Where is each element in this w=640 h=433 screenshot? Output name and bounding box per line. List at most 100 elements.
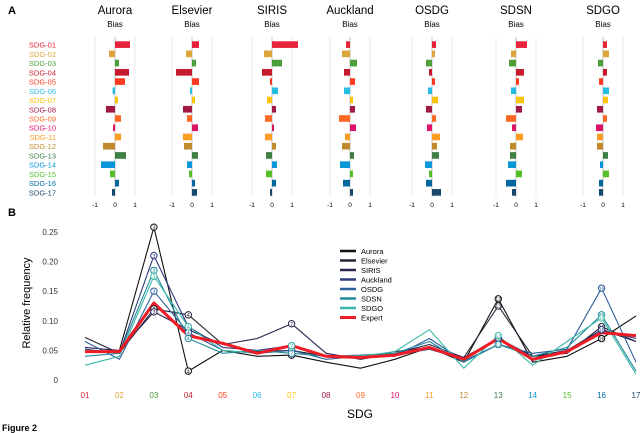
bias-bar — [508, 161, 516, 169]
bias-bar — [192, 59, 196, 67]
peak-marker — [597, 334, 606, 343]
x-axis-label: SDG — [347, 407, 373, 421]
legend-entry: SIRIS — [361, 266, 381, 275]
bias-bar — [599, 78, 603, 85]
x-tick-label: -1 — [249, 202, 255, 209]
sdg-row-label: SDG-12 — [29, 142, 56, 151]
legend-entry: Auckland — [361, 276, 392, 285]
peak-marker — [184, 367, 193, 375]
legend-entry: Elsevier — [361, 257, 388, 266]
peak-marker-label: 3 — [152, 269, 155, 275]
x-tick-label: 17 — [632, 391, 640, 400]
x-tick-label: 01 — [81, 391, 90, 400]
bias-bar — [516, 96, 524, 104]
bias-bar — [192, 78, 199, 85]
bias-bar — [115, 115, 121, 122]
bias-bar — [266, 170, 272, 178]
bias-bar — [512, 124, 516, 132]
panel-title: OSDG — [415, 5, 449, 17]
bias-bar — [600, 161, 603, 169]
x-tick-label: 14 — [528, 391, 537, 400]
bias-bar — [115, 152, 126, 159]
bias-bar — [599, 189, 603, 196]
peak-marker — [184, 311, 193, 319]
peak-marker-label: 7 — [290, 344, 293, 350]
peak-marker-label: 4 — [187, 337, 190, 343]
bias-bar — [516, 170, 522, 178]
bias-bar — [262, 68, 272, 76]
x-tick-label: 0 — [601, 202, 605, 209]
bias-bar — [183, 105, 192, 113]
bias-bar — [350, 124, 356, 132]
sdg-row-label: SDG-10 — [29, 124, 56, 133]
panel-subtitle: Bias — [342, 20, 358, 29]
legend-entry: OSDG — [361, 285, 383, 294]
bias-bar — [272, 124, 274, 132]
x-tick-label: 1 — [621, 202, 625, 209]
peak-marker-label: 7 — [290, 322, 293, 328]
bias-bar — [603, 115, 607, 122]
bias-bar — [516, 105, 522, 113]
legend-entry: Aurora — [361, 247, 384, 256]
x-tick-label: 11 — [425, 391, 434, 400]
panel-a-label: A — [8, 5, 16, 17]
bias-bar — [432, 115, 436, 122]
bias-bar — [506, 115, 516, 122]
bias-bar — [516, 133, 523, 141]
peak-marker-label: 4 — [187, 325, 190, 331]
peak-marker-label: 4 — [187, 331, 190, 337]
peak-marker-label: 16 — [599, 328, 605, 334]
x-tick-label: 09 — [356, 391, 365, 400]
x-tick-label: 02 — [115, 391, 124, 400]
bias-bar — [192, 41, 199, 48]
bias-bar — [432, 41, 436, 48]
bias-bar — [516, 41, 527, 48]
panel-b-label: B — [8, 207, 16, 219]
bias-bar — [350, 105, 355, 113]
sdg-row-label: SDG-05 — [29, 78, 56, 87]
peak-marker-label: 3 — [152, 310, 155, 316]
peak-marker — [494, 295, 502, 303]
x-tick-label: 1 — [368, 202, 372, 209]
bias-bar — [115, 59, 119, 67]
bias-bar — [189, 170, 192, 178]
peak-marker-label: 13 — [495, 334, 501, 340]
bias-bar — [509, 59, 516, 67]
bias-bar — [272, 59, 282, 67]
peak-marker — [597, 325, 606, 334]
peak-marker-label: 13 — [495, 337, 501, 343]
bias-bar — [603, 170, 609, 178]
bias-bar — [597, 142, 603, 150]
bias-bar — [432, 133, 440, 141]
bias-bar — [599, 179, 603, 187]
x-tick-label: 03 — [149, 391, 158, 400]
panel-title: SIRIS — [257, 5, 287, 17]
x-tick-label: 0 — [270, 202, 274, 209]
bias-bar — [511, 87, 516, 95]
x-tick-label: 15 — [563, 391, 572, 400]
peak-marker — [150, 272, 158, 281]
peak-marker — [150, 223, 158, 231]
y-tick-label: 0.25 — [42, 228, 58, 237]
y-tick-label: 0.15 — [42, 287, 58, 296]
x-tick-label: 0 — [514, 202, 518, 209]
x-tick-label: 1 — [290, 202, 294, 209]
sdg-row-label: SDG-02 — [29, 50, 56, 59]
legend-entry: SDGO — [361, 304, 383, 313]
bias-bar — [603, 68, 607, 76]
x-tick-label: 1 — [450, 202, 454, 209]
peak-marker — [494, 340, 502, 349]
x-tick-label: 07 — [287, 391, 296, 400]
bias-bar — [345, 133, 350, 141]
panel-subtitle: Bias — [424, 20, 440, 29]
sdg-row-label: SDG-03 — [29, 59, 56, 68]
peak-marker — [287, 320, 296, 328]
bias-bar — [432, 152, 439, 159]
bias-bar — [597, 133, 603, 141]
peak-marker — [494, 302, 502, 310]
bias-bar — [603, 152, 608, 159]
bias-bar — [510, 142, 516, 150]
y-tick-label: 0.20 — [42, 258, 58, 267]
bias-bar — [270, 189, 272, 196]
panel-title: SDGO — [586, 5, 620, 17]
